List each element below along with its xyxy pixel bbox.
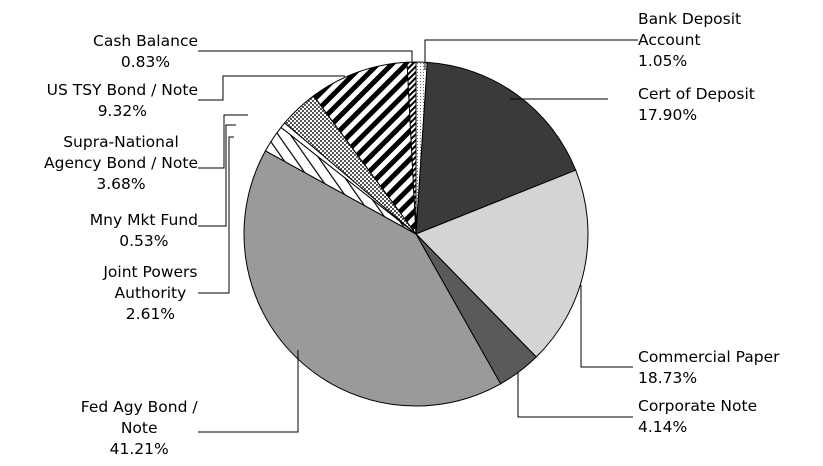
label-joint-powers-authority: Joint Powers Authority 2.61% (102, 263, 197, 323)
value-label-supra-national-agency-bond-note: 3.68% (96, 175, 145, 193)
name-label-us-tsy-bond-note: US TSY Bond / Note (47, 81, 198, 99)
value-label-joint-powers-authority: 2.61% (126, 305, 175, 323)
value-label-cert-of-deposit: 17.90% (638, 106, 697, 124)
leader-lines (198, 39, 638, 433)
name-label-commercial-paper: Commercial Paper (638, 348, 780, 366)
pie-slices (243, 61, 589, 407)
name-label-bank-deposit-account: Bank Deposit (638, 10, 741, 28)
slice-cert-of-deposit (415, 61, 577, 235)
leader-line-us-tsy-bond-note (198, 75, 345, 101)
value-label-cash-balance: 0.83% (121, 53, 170, 71)
slice-commercial-paper (415, 169, 589, 358)
label-fed-agy-bond-note: Fed Agy Bond / Note 41.21% (81, 398, 199, 458)
value-label-fed-agy-bond-note: 41.21% (110, 440, 169, 458)
slice-fed-agy-bond-note (243, 150, 502, 407)
name-label-fed-agy-bond-note: Fed Agy Bond / (81, 398, 199, 416)
name-label-cert-of-deposit: Cert of Deposit (638, 85, 755, 103)
label-cash-balance: Cash Balance 0.83% (93, 32, 198, 71)
value-label-mny-mkt-fund: 0.53% (119, 232, 168, 250)
name-label-cash-balance: Cash Balance (93, 32, 198, 50)
leader-line-supra-national-agency-bond-note (198, 114, 248, 169)
label-commercial-paper: Commercial Paper 18.73% (638, 348, 780, 387)
label-us-tsy-bond-note: US TSY Bond / Note 9.32% (47, 81, 198, 120)
leader-line-fed-agy-bond-note (198, 350, 299, 433)
leader-line-commercial-paper (580, 285, 633, 368)
slice-us-tsy-bond-note (312, 61, 417, 236)
value-label-bank-deposit-account: 1.05% (638, 52, 687, 70)
name-label-bank-deposit-account: Account (638, 31, 701, 49)
leader-line-cash-balance (198, 50, 413, 66)
name-label-mny-mkt-fund: Mny Mkt Fund (90, 211, 198, 229)
name-label-corporate-note: Corporate Note (638, 397, 757, 415)
slice-labels: Bank Deposit Account 1.05% Cert of Deposit 1… (44, 10, 780, 458)
label-corporate-note: Corporate Note 4.14% (638, 397, 757, 436)
leader-line-corporate-note (517, 372, 633, 418)
leader-line-bank-deposit-account (424, 39, 638, 70)
leader-line-joint-powers-authority (198, 136, 234, 294)
label-bank-deposit-account: Bank Deposit Account 1.05% (638, 10, 741, 70)
label-mny-mkt-fund: Mny Mkt Fund 0.53% (90, 211, 198, 250)
name-label-supra-national-agency-bond-note: Agency Bond / Note (44, 154, 198, 172)
value-label-us-tsy-bond-note: 9.32% (98, 102, 147, 120)
name-label-joint-powers-authority: Joint Powers (102, 263, 197, 281)
leader-line-mny-mkt-fund (198, 124, 236, 227)
value-label-corporate-note: 4.14% (638, 418, 687, 436)
value-label-commercial-paper: 18.73% (638, 369, 697, 387)
name-label-fed-agy-bond-note: Note (121, 419, 158, 437)
label-supra-national-agency-bond-note: Supra-National Agency Bond / Note 3.68% (44, 133, 198, 193)
label-cert-of-deposit: Cert of Deposit 17.90% (638, 85, 755, 124)
name-label-joint-powers-authority: Authority (115, 284, 187, 302)
name-label-supra-national-agency-bond-note: Supra-National (63, 133, 179, 151)
